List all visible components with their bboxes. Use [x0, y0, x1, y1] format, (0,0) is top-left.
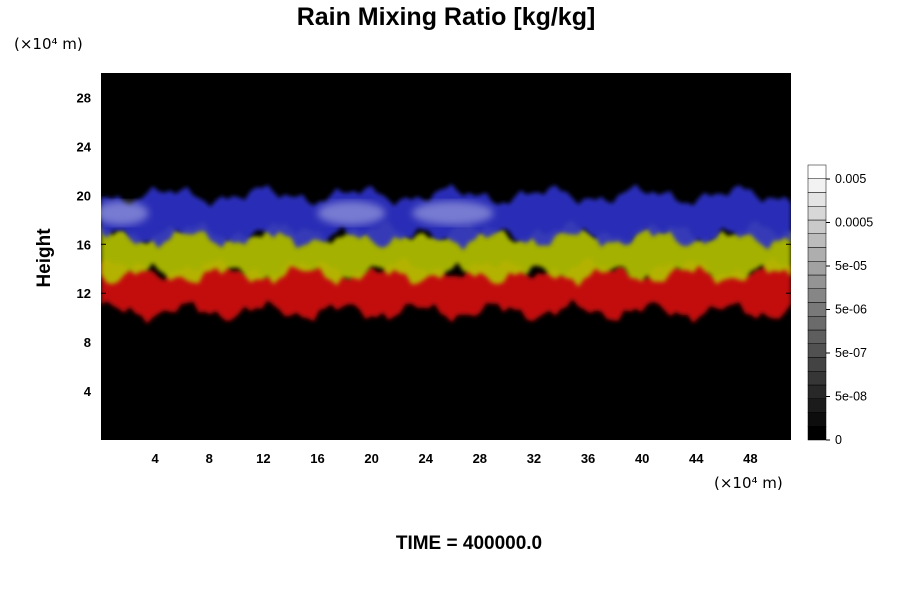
x-tick-label: 20 [364, 451, 378, 466]
colorbar-label: 0.005 [835, 172, 866, 186]
x-tick-label: 4 [152, 451, 160, 466]
x-axis-unit: (×10⁴ m) [714, 474, 783, 492]
rain-bands [101, 184, 791, 324]
colorbar-segment [807, 398, 827, 413]
colorbar-segment [807, 206, 827, 221]
y-tick-label: 28 [77, 90, 91, 105]
colorbar-segment [807, 219, 827, 234]
colorbar-segment [807, 302, 827, 317]
x-tick-label: 32 [527, 451, 541, 466]
y-axis-label: Height [34, 228, 55, 288]
time-label: TIME = 400000.0 [396, 533, 542, 554]
x-tick-label: 28 [473, 451, 487, 466]
colorbar-segment [807, 274, 827, 289]
colorbar-segment [807, 426, 827, 441]
x-axis-ticks: 4 8 12 16 20 24 28 32 36 40 44 48 [152, 435, 758, 466]
y-tick-label: 8 [84, 335, 91, 350]
x-tick-label: 40 [635, 451, 649, 466]
x-tick-label: 8 [206, 451, 213, 466]
y-tick-label: 4 [84, 384, 92, 399]
chart-title: Rain Mixing Ratio [kg/kg] [297, 3, 596, 31]
x-tick-label: 16 [310, 451, 324, 466]
y-axis-unit: (×10⁴ m) [14, 35, 83, 53]
blue-band-highlight [317, 201, 386, 226]
colorbar-label: 5e-07 [835, 346, 867, 360]
x-tick-label: 36 [581, 451, 595, 466]
colorbar-segment [807, 384, 827, 399]
colorbar-segment [807, 343, 827, 358]
y-tick-label: 16 [77, 237, 91, 252]
colorbar-segment [807, 412, 827, 427]
blue-band-highlight [412, 201, 494, 226]
colorbar-segment [807, 288, 827, 303]
colorbar-label: 5e-05 [835, 259, 867, 273]
y-tick-label: 24 [77, 139, 92, 154]
y-tick-label: 20 [77, 188, 91, 203]
colorbar: 0.005 0.0005 5e-05 5e-06 5e-07 5e-08 0 [807, 164, 873, 447]
rain-band-red [101, 257, 791, 324]
colorbar-segment [807, 192, 827, 207]
colorbar-segment [807, 329, 827, 344]
colorbar-segment [807, 316, 827, 331]
colorbar-segment [807, 178, 827, 193]
colorbar-segment [807, 371, 827, 386]
colorbar-label: 0.0005 [835, 216, 873, 230]
colorbar-segment [807, 233, 827, 248]
colorbar-segment [807, 357, 827, 372]
colorbar-label: 5e-08 [835, 390, 867, 404]
colorbar-label: 5e-06 [835, 303, 867, 317]
y-axis-ticks: 4 8 12 16 20 24 28 [77, 90, 791, 399]
colorbar-segment [807, 261, 827, 276]
x-tick-label: 44 [689, 451, 704, 466]
colorbar-segment [807, 247, 827, 262]
y-tick-label: 12 [77, 286, 91, 301]
x-tick-label: 48 [743, 451, 757, 466]
colorbar-segment [807, 164, 827, 179]
blue-band-highlight [101, 201, 149, 226]
x-tick-label: 24 [418, 451, 433, 466]
x-tick-label: 12 [256, 451, 270, 466]
colorbar-label: 0 [835, 433, 842, 447]
